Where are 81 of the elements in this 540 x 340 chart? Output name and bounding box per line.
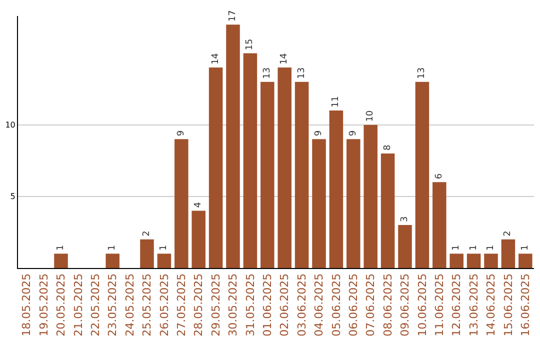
data-label: 13	[296, 67, 307, 79]
bar	[364, 124, 378, 268]
bar	[346, 139, 360, 268]
x-tick-label: 07.06.2025	[364, 273, 378, 336]
bar	[260, 82, 274, 268]
bar	[312, 139, 326, 268]
data-label: 14	[280, 52, 290, 65]
x-tick-label: 09.06.2025	[398, 273, 412, 336]
bar	[415, 82, 430, 268]
x-tick-label: 23.05.2025	[106, 273, 120, 336]
x-tick-label: 05.06.2025	[330, 273, 343, 336]
x-tick-label: 04.06.2025	[312, 273, 326, 336]
bar	[466, 254, 481, 268]
bar	[380, 153, 395, 268]
x-tick-label: 18.05.2025	[20, 273, 34, 336]
data-label: 2	[503, 230, 514, 236]
x-tick-label: 12.06.2025	[450, 273, 464, 336]
bar	[226, 24, 240, 268]
x-tick-label: 15.06.2025	[502, 273, 515, 336]
x-tick-label: 11.06.2025	[432, 273, 446, 336]
x-tick-label: 14.06.2025	[484, 273, 498, 336]
bar	[294, 82, 309, 268]
y-tick-label: 5	[10, 192, 16, 202]
x-tick-label: 20.05.2025	[54, 273, 68, 336]
x-tick-label: 22.05.2025	[88, 273, 102, 336]
bar	[208, 68, 223, 268]
data-label: 1	[452, 244, 462, 251]
x-tick-label: 06.06.2025	[346, 273, 360, 336]
x-tick-label: 29.05.2025	[209, 273, 222, 336]
bar	[106, 254, 120, 268]
data-label: 4	[194, 202, 204, 208]
bar	[157, 254, 172, 268]
x-tick-label: 16.06.2025	[518, 273, 532, 336]
bar	[329, 110, 344, 268]
x-tick-label: 27.05.2025	[174, 273, 188, 336]
data-label: 1	[468, 244, 479, 251]
x-tick-label: 01.06.2025	[260, 273, 274, 336]
data-label: 2	[142, 230, 152, 236]
bar	[54, 254, 68, 268]
x-tick-label: 10.06.2025	[416, 273, 429, 336]
bar	[518, 254, 532, 268]
x-tick-label: 26.05.2025	[158, 273, 171, 336]
data-label: 14	[210, 52, 221, 65]
data-label: 6	[434, 173, 444, 180]
bar	[501, 239, 516, 268]
data-label: 13	[262, 67, 272, 79]
data-label: 15	[245, 38, 256, 50]
bar	[243, 53, 258, 268]
x-tick-label: 21.05.2025	[72, 273, 85, 336]
bar	[432, 182, 446, 268]
x-tick-label: 25.05.2025	[140, 273, 154, 336]
data-label: 9	[348, 130, 358, 136]
data-label: 10	[366, 110, 376, 122]
bar	[278, 68, 292, 268]
x-tick-label: 31.05.2025	[244, 273, 257, 336]
x-tick-label: 24.05.2025	[123, 273, 136, 336]
x-tick-label: 19.05.2025	[37, 273, 50, 336]
bar	[174, 139, 188, 268]
data-label: 1	[159, 244, 170, 251]
data-label: 11	[331, 96, 342, 108]
data-label: 1	[486, 244, 496, 251]
data-label: 9	[176, 130, 186, 136]
x-tick-label: 02.06.2025	[278, 273, 292, 336]
data-label: 8	[382, 144, 393, 150]
data-label: 17	[228, 10, 238, 22]
data-label: 9	[314, 130, 324, 136]
x-tick-label: 08.06.2025	[381, 273, 394, 336]
x-tick-label: 13.06.2025	[467, 273, 480, 336]
x-tick-label: 28.05.2025	[192, 273, 206, 336]
bar	[450, 254, 464, 268]
bar	[140, 239, 154, 268]
data-label: 1	[108, 244, 118, 251]
data-label: 3	[400, 216, 410, 222]
bar	[484, 254, 498, 268]
bar	[398, 225, 412, 268]
x-tick-label: 03.06.2025	[295, 273, 308, 336]
bar	[192, 210, 206, 268]
x-tick-label: 30.05.2025	[226, 273, 240, 336]
data-label: 1	[520, 244, 530, 251]
data-label: 1	[56, 244, 66, 251]
data-label: 13	[417, 67, 428, 79]
